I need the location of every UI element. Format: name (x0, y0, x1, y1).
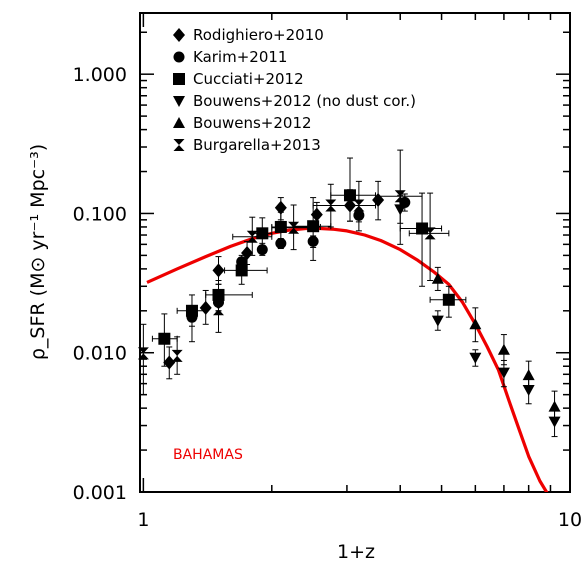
legend-label: Karim+2011 (193, 48, 287, 66)
legend-label: Burgarella+2013 (193, 136, 321, 154)
legend: Rodighiero+2010 Karim+2011 Cucciati+2012 Bo… (173, 26, 416, 154)
data-layer (137, 149, 561, 438)
model-label: BAHAMAS (173, 447, 243, 463)
legend-marker-circle (173, 51, 185, 63)
legend-label: Cucciati+2012 (193, 70, 304, 88)
data-point (325, 199, 337, 212)
data-point (171, 349, 183, 362)
x-axis-label: 1+z (337, 541, 375, 563)
data-point (548, 400, 561, 412)
x-tick-label: 10 (558, 509, 582, 531)
data-point (442, 293, 455, 306)
y-axis-label: ρ_SFR (M⊙ yr⁻¹ Mpc⁻³) (27, 144, 49, 360)
series-hourglass (137, 149, 450, 396)
plot-frame (139, 12, 571, 493)
y-tick-label: 0.001 (73, 482, 127, 504)
data-point (497, 367, 510, 379)
legend-marker-hourglass (173, 139, 185, 151)
data-point (163, 355, 176, 370)
data-point (353, 199, 365, 212)
legend-label: Bouwens+2012 (193, 114, 312, 132)
model-curve (146, 226, 549, 492)
data-point (212, 303, 224, 316)
data-point (431, 315, 444, 327)
data-point (137, 347, 149, 360)
data-point (241, 246, 254, 261)
data-point (235, 264, 248, 277)
model-layer (146, 226, 549, 492)
data-point (416, 222, 429, 235)
data-point (497, 343, 510, 355)
data-point (431, 272, 444, 284)
legend-marker-triangle-up (173, 117, 185, 128)
legend-label: Bouwens+2012 (no dust cor.) (193, 92, 416, 110)
data-point (424, 227, 436, 240)
data-point (522, 369, 535, 381)
data-point (343, 189, 356, 202)
data-point (212, 263, 225, 278)
y-tick-label: 0.010 (73, 343, 127, 365)
data-point (394, 190, 406, 203)
x-tick-label: 1 (137, 509, 149, 531)
series-triangle-up (431, 266, 561, 423)
data-point (246, 230, 258, 243)
series-diamond (163, 180, 385, 380)
data-point (185, 304, 198, 317)
y-tick-label: 0.100 (73, 203, 127, 225)
data-point (310, 207, 323, 222)
data-point (288, 221, 300, 234)
legend-marker-triangle-down (173, 96, 185, 107)
legend-label: Rodighiero+2010 (193, 26, 324, 44)
data-point (469, 352, 482, 364)
data-point (469, 318, 482, 330)
data-point (158, 332, 171, 345)
data-point (522, 384, 535, 396)
tick-labels: 1 10 0.001 0.010 0.100 1.000 (73, 64, 583, 531)
data-point (256, 227, 269, 240)
legend-marker-square (173, 73, 185, 85)
y-tick-label: 1.000 (73, 64, 127, 86)
data-point (275, 237, 287, 249)
legend-marker-diamond (173, 28, 185, 42)
data-point (274, 200, 287, 215)
data-point (274, 220, 287, 233)
